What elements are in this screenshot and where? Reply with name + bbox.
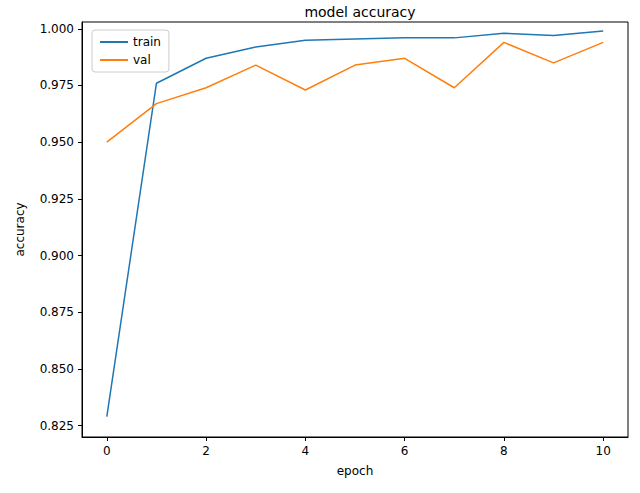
svg-text:10: 10 — [596, 444, 611, 458]
svg-text:0.975: 0.975 — [40, 78, 74, 92]
svg-text:0.875: 0.875 — [40, 305, 74, 319]
svg-text:0.825: 0.825 — [40, 419, 74, 433]
svg-text:4: 4 — [302, 444, 310, 458]
svg-text:0: 0 — [103, 444, 111, 458]
svg-text:0.850: 0.850 — [40, 362, 74, 376]
svg-text:0.950: 0.950 — [40, 135, 74, 149]
svg-text:1.000: 1.000 — [40, 22, 74, 36]
svg-text:0.925: 0.925 — [40, 192, 74, 206]
svg-text:val: val — [133, 53, 151, 67]
svg-text:0.900: 0.900 — [40, 249, 74, 263]
svg-text:2: 2 — [202, 444, 210, 458]
svg-text:6: 6 — [401, 444, 409, 458]
svg-text:accuracy: accuracy — [13, 202, 27, 256]
svg-text:model accuracy: model accuracy — [304, 4, 415, 20]
svg-text:8: 8 — [500, 444, 508, 458]
svg-text:train: train — [133, 35, 161, 49]
svg-text:epoch: epoch — [337, 464, 374, 478]
